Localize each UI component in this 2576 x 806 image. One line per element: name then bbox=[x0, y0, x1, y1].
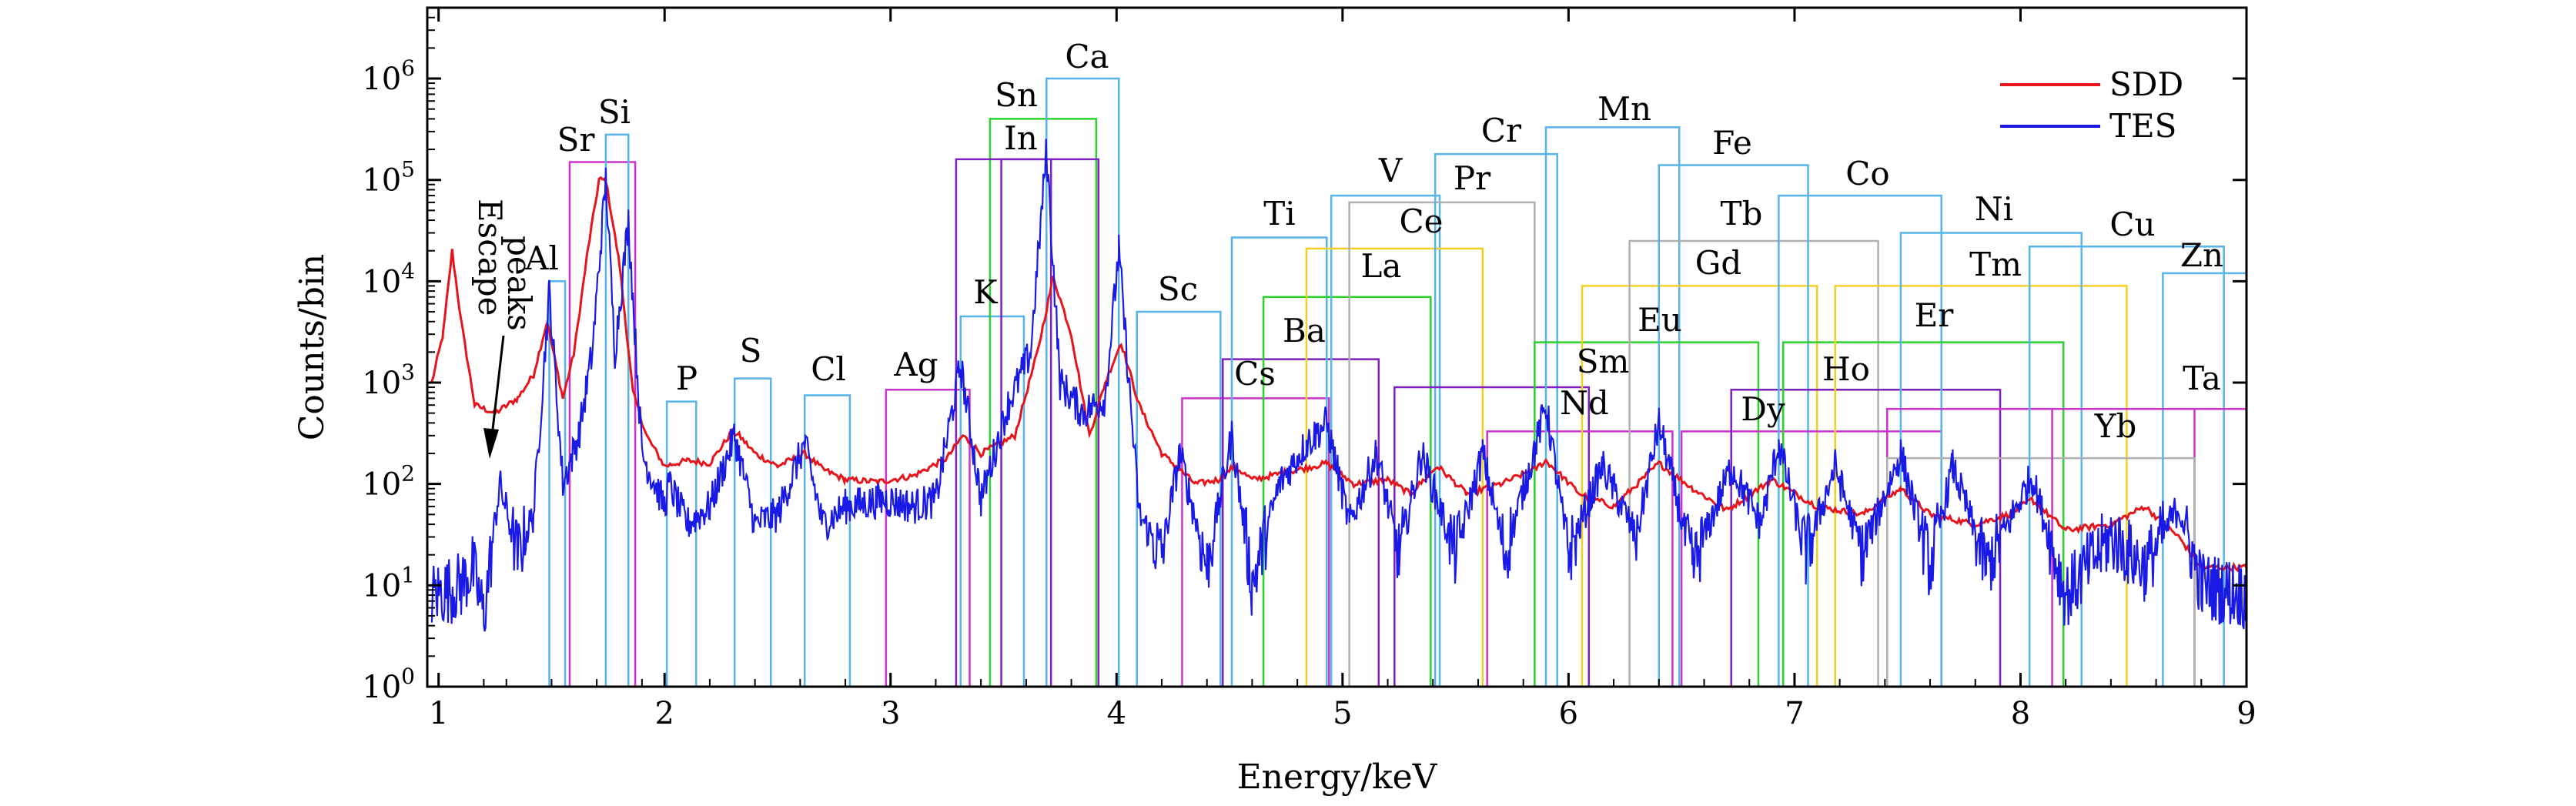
element-label-ta: Ta bbox=[2183, 360, 2221, 397]
y-tick-label-1000000: 106 bbox=[362, 55, 415, 97]
element-label-gd: Gd bbox=[1695, 244, 1741, 282]
element-line-p-3 bbox=[665, 400, 698, 687]
y-tick-label-10000: 104 bbox=[362, 258, 415, 299]
element-label-in: In bbox=[1004, 119, 1038, 157]
annotation-arrow-shaft bbox=[490, 335, 505, 443]
element-label-ni: Ni bbox=[1975, 190, 2013, 228]
element-line-al-0 bbox=[548, 280, 567, 687]
element-label-si: Si bbox=[598, 93, 631, 131]
element-label-la: La bbox=[1361, 247, 1402, 285]
element-line-co-30 bbox=[1778, 194, 1942, 687]
element-label-sc: Sc bbox=[1158, 270, 1198, 308]
x-tick-label-2: 2 bbox=[654, 696, 674, 731]
legend: SDD TES bbox=[2000, 65, 2183, 145]
element-label-nd: Nd bbox=[1560, 384, 1609, 422]
series-line-tes bbox=[430, 139, 2248, 632]
element-line-gd-25 bbox=[1581, 285, 1818, 687]
y-tick-label-10: 101 bbox=[362, 562, 415, 604]
element-label-pr: Pr bbox=[1454, 159, 1491, 197]
element-label-co: Co bbox=[1845, 155, 1889, 192]
element-line-s-4 bbox=[733, 377, 772, 687]
element-label-v: V bbox=[1378, 152, 1403, 189]
element-label-cu: Cu bbox=[2109, 206, 2155, 243]
x-tick-label-9: 9 bbox=[2236, 696, 2256, 731]
element-label-zn: Zn bbox=[2180, 236, 2223, 274]
element-line-cs-13 bbox=[1181, 397, 1330, 687]
legend-label-tes: TES bbox=[2109, 107, 2176, 145]
x-tick-label-8: 8 bbox=[2011, 696, 2030, 731]
element-label-p: P bbox=[676, 360, 698, 397]
x-tick-label-7: 7 bbox=[1785, 696, 1804, 731]
element-label-tm: Tm bbox=[1969, 246, 2022, 283]
element-label-mn: Mn bbox=[1597, 90, 1651, 128]
element-line-cr-20 bbox=[1434, 152, 1558, 687]
element-line-ca-11 bbox=[1045, 77, 1120, 687]
element-label-eu: Eu bbox=[1638, 301, 1682, 339]
x-tick-label-6: 6 bbox=[1559, 696, 1578, 731]
y-tick-label-100: 102 bbox=[362, 461, 415, 503]
annotation-escape-text: Escape bbox=[471, 199, 509, 316]
x-axis-label: Energy/keV bbox=[1237, 758, 1438, 797]
element-label-ba: Ba bbox=[1283, 312, 1326, 349]
x-tick-label-3: 3 bbox=[881, 696, 900, 731]
element-line-zn-37 bbox=[2162, 272, 2248, 687]
element-label-tb: Tb bbox=[1721, 195, 1763, 232]
element-line-ag-6 bbox=[885, 389, 971, 687]
x-tick-label-4: 4 bbox=[1107, 696, 1126, 731]
element-line-er-31 bbox=[1781, 341, 2065, 687]
element-line-tm-32 bbox=[1834, 285, 2128, 687]
element-label-ce: Ce bbox=[1400, 202, 1444, 240]
element-label-ca: Ca bbox=[1065, 38, 1109, 75]
element-line-ba-14 bbox=[1222, 358, 1380, 687]
series-line-sdd bbox=[430, 176, 2248, 573]
element-line-sc-12 bbox=[1136, 310, 1222, 687]
element-label-yb: Yb bbox=[2094, 407, 2137, 445]
element-label-sr: Sr bbox=[557, 121, 596, 159]
y-tick-label-1000: 103 bbox=[362, 360, 415, 401]
element-line-yb-35 bbox=[1886, 457, 2196, 687]
element-label-fe: Fe bbox=[1712, 124, 1752, 162]
element-label-cs: Cs bbox=[1234, 355, 1276, 393]
element-line-sr-1 bbox=[568, 161, 637, 687]
axes-group: 1 2 3 4 5 6 7 8 9 100 101 102 103 104 105 106 bbox=[362, 8, 2257, 731]
element-line-tb-26 bbox=[1628, 239, 1879, 687]
element-label-cr: Cr bbox=[1481, 112, 1522, 149]
element-label-k: K bbox=[973, 273, 999, 311]
series-group bbox=[430, 139, 2248, 632]
x-tick-label-5: 5 bbox=[1333, 696, 1352, 731]
element-line-k-7 bbox=[959, 315, 1025, 687]
legend-label-sdd: SDD bbox=[2109, 65, 2183, 103]
element-line-mn-23 bbox=[1544, 126, 1681, 687]
element-line-sm-22 bbox=[1486, 430, 1674, 687]
element-line-si-2 bbox=[604, 133, 630, 687]
y-tick-label-100000: 105 bbox=[362, 157, 415, 199]
annotation-peaks-text: peaks bbox=[500, 236, 538, 331]
plot-frame bbox=[426, 6, 2248, 688]
annotation-arrow-head bbox=[483, 428, 499, 459]
element-label-sn: Sn bbox=[995, 76, 1038, 114]
element-label-er: Er bbox=[1915, 296, 1955, 334]
element-label-dy: Dy bbox=[1741, 390, 1785, 428]
element-label-al: Al bbox=[524, 239, 559, 277]
element-line-ti-15 bbox=[1230, 236, 1328, 687]
element-label-s: S bbox=[740, 332, 762, 370]
element-label-sm: Sm bbox=[1577, 343, 1630, 380]
y-tick-label-1: 100 bbox=[362, 664, 415, 705]
element-label-cl: Cl bbox=[811, 350, 846, 388]
y-axis-label: Counts/bin bbox=[293, 254, 332, 441]
element-label-ho: Ho bbox=[1822, 350, 1870, 388]
element-line-cl-5 bbox=[803, 394, 851, 687]
element-label-ti: Ti bbox=[1263, 195, 1295, 232]
element-line-cu-36 bbox=[2028, 246, 2225, 687]
element-label-ag: Ag bbox=[893, 346, 938, 383]
x-tick-label-1: 1 bbox=[429, 696, 448, 731]
